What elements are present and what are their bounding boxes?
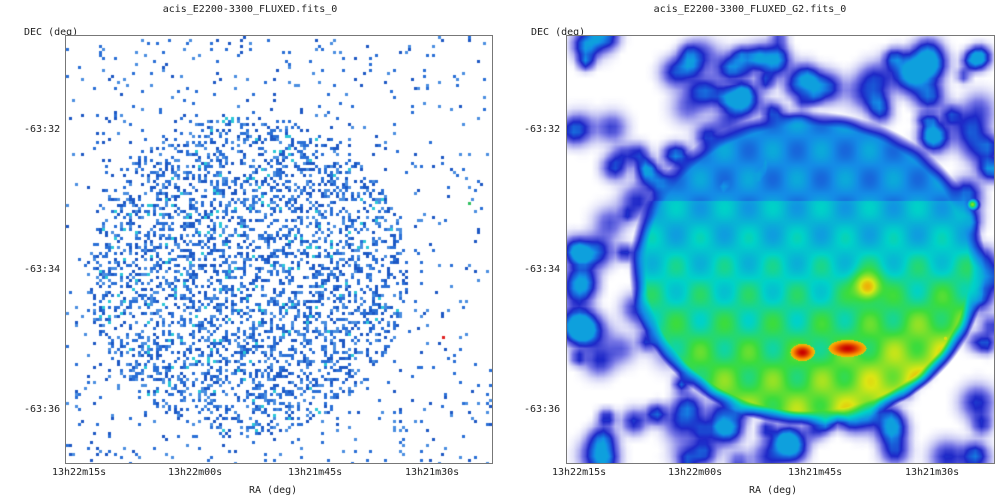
- x-tick-label: 13h21m30s: [905, 467, 960, 478]
- x-tick-label: 13h22m00s: [168, 467, 223, 478]
- x-tick-label: 13h22m15s: [552, 467, 607, 478]
- image-panel-raw: acis_E2200-3300_FLUXED.fits_0 DEC (deg) …: [24, 4, 493, 496]
- y-tick-label: -63:36: [24, 404, 61, 415]
- y-tick-label: -63:34: [24, 264, 61, 275]
- smoothed-image: [567, 36, 994, 463]
- panel-title: acis_E2200-3300_FLUXED.fits_0: [162, 4, 338, 15]
- y-tick-label: -63:34: [524, 264, 561, 275]
- x-axis-label: RA (deg): [249, 485, 298, 496]
- y-tick-label: -63:32: [24, 124, 61, 135]
- x-tick-label: 13h21m45s: [288, 467, 343, 478]
- y-tick-label: -63:32: [524, 124, 561, 135]
- raw-counts-image: [66, 36, 492, 463]
- image-canvas-raw[interactable]: [65, 35, 493, 464]
- x-tick-label: 13h21m30s: [405, 467, 460, 478]
- y-axis-label: DEC (deg): [24, 27, 79, 38]
- x-tick-label: 13h22m15s: [52, 467, 107, 478]
- panel-title: acis_E2200-3300_FLUXED_G2.fits_0: [653, 4, 847, 15]
- x-tick-label: 13h22m00s: [668, 467, 723, 478]
- y-tick-label: -63:36: [524, 404, 561, 415]
- x-axis-label: RA (deg): [749, 485, 798, 496]
- image-canvas-smoothed[interactable]: [566, 35, 995, 464]
- image-panel-smoothed: acis_E2200-3300_FLUXED_G2.fits_0 DEC (de…: [500, 0, 1000, 504]
- x-tick-label: 13h21m45s: [788, 467, 843, 478]
- y-axis-label: DEC (deg): [531, 27, 586, 38]
